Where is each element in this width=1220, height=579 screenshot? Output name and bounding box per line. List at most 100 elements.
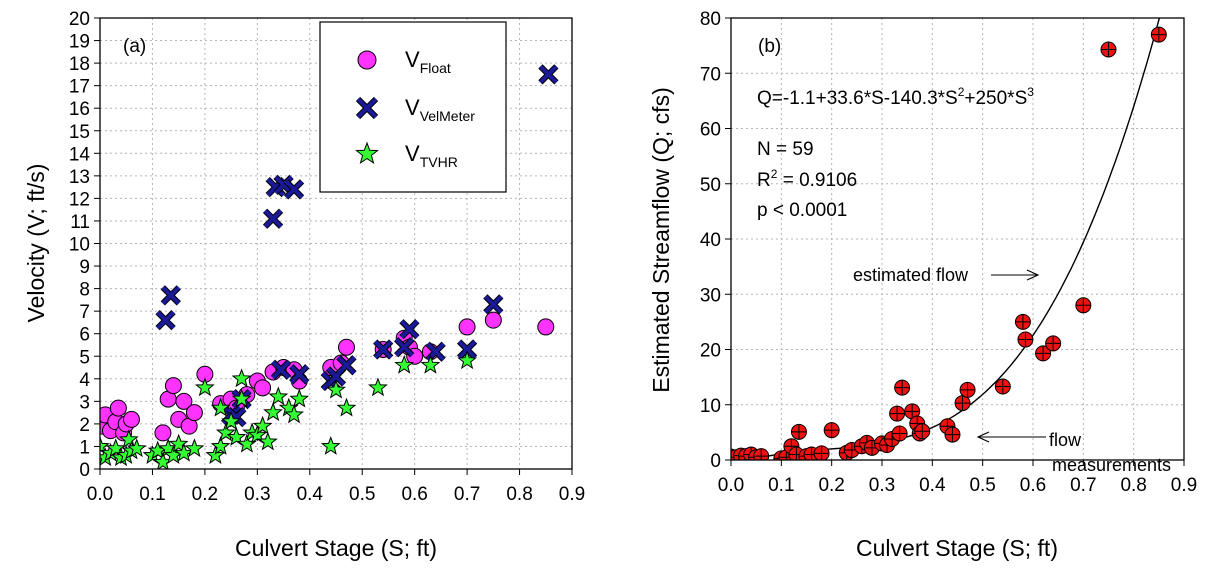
panel-b-n: N = 59 [757, 139, 814, 160]
x-tick-label: 0.8 [1120, 475, 1146, 496]
x-tick-label: 0.7 [1070, 475, 1096, 496]
panel-a-legend: VFloat VVelMeter VTVHR [319, 21, 507, 193]
data-point-x [270, 359, 292, 380]
annotation-flow-line1: flow [1049, 430, 1082, 450]
data-point-x [289, 364, 310, 385]
y-tick-label: 15 [69, 122, 90, 143]
panel-a-ticks: 0.0 0.1 0.2 0.3 0.4 0.5 0.6 0.7 0.8 0.90123456789… [69, 9, 585, 505]
y-tick-label: 3 [79, 392, 90, 413]
data-point-star [226, 426, 247, 446]
annotation-arrow-estimated-flow [991, 269, 1040, 281]
data-point-star [105, 438, 126, 458]
data-point-circle [254, 379, 272, 397]
x-tick-label: 0.3 [244, 484, 270, 505]
data-point-x [160, 285, 181, 306]
panel-b-xlabel: Culvert Stage (S; ft) [856, 535, 1058, 561]
data-point-star [289, 388, 310, 408]
x-tick-label: 0.0 [87, 484, 113, 505]
data-point-circle-cross [813, 445, 830, 460]
panel-b-fit-equation: Q=-1.1+33.6*S-140.3*S2+250*S3 [757, 85, 1034, 109]
y-tick-label: 70 [700, 64, 721, 85]
data-point-x [283, 179, 305, 200]
panel-a-ylabel: Velocity (V; ft/s) [23, 164, 49, 323]
data-point-star [420, 354, 441, 374]
x-tick-label: 0.5 [349, 484, 375, 505]
x-tick-label: 0.0 [718, 475, 744, 496]
data-point-star [205, 445, 226, 464]
data-point-x [538, 64, 559, 85]
data-point-x [456, 339, 478, 360]
x-tick-label: 0.6 [401, 484, 427, 505]
legend-marker-star [355, 141, 379, 165]
x-tick-label: 0.6 [1020, 475, 1046, 496]
y-tick-label: 13 [69, 167, 90, 188]
data-point-star [215, 422, 236, 442]
legend-markers [355, 50, 379, 165]
data-point-x [399, 319, 420, 340]
data-point-circle [109, 399, 127, 417]
y-tick-label: 7 [79, 302, 90, 323]
annotation-estimated-flow: estimated flow [853, 265, 969, 285]
y-tick-label: 60 [700, 120, 721, 141]
x-tick-label: 0.1 [139, 484, 165, 505]
data-point-circle-cross [1100, 41, 1117, 58]
legend-box [319, 21, 507, 193]
y-tick-label: 17 [69, 77, 90, 98]
panel-a-velocity-chart: 0.0 0.1 0.2 0.3 0.4 0.5 0.6 0.7 0.8 0.90123456789… [23, 9, 585, 561]
y-tick-label: 80 [700, 9, 721, 30]
x-tick-label: 0.2 [818, 475, 844, 496]
y-tick-label: 2 [79, 415, 90, 436]
data-point-x [394, 337, 415, 358]
data-point-circle-cross [790, 423, 807, 440]
annotation-arrow-flow-measurements [976, 431, 1046, 443]
data-point-star [284, 404, 304, 424]
data-point-star [263, 402, 283, 422]
fit-curve [747, 18, 1161, 460]
data-point-circle-cross [959, 381, 976, 398]
x-tick-label: 0.4 [297, 484, 324, 505]
data-point-circle [458, 318, 476, 336]
y-tick-label: 20 [700, 341, 721, 362]
panel-b-marks [731, 18, 1167, 460]
y-tick-label: 12 [69, 189, 90, 210]
data-point-circle [164, 377, 182, 395]
panel-b-p-value: p < 0.0001 [757, 200, 847, 221]
data-point-circle [537, 318, 555, 336]
panel-b-label: (b) [758, 36, 781, 57]
data-point-star [221, 411, 242, 431]
data-point-x [483, 294, 504, 315]
x-tick-label: 0.1 [768, 475, 794, 496]
legend-entry-tvhr: VTVHR [405, 141, 458, 170]
data-point-star [194, 377, 215, 397]
y-tick-label: 0 [710, 451, 721, 472]
data-point-circle-cross [823, 422, 840, 439]
data-point-circle-cross [894, 379, 911, 396]
data-point-circle-cross [753, 448, 770, 460]
data-point-star [326, 379, 346, 399]
x-tick-label: 0.9 [1171, 475, 1197, 496]
data-point-circle-cross [1017, 331, 1034, 348]
data-point-x [155, 310, 176, 331]
x-tick-label: 0.8 [506, 484, 532, 505]
panel-a-xlabel: Culvert Stage (S; ft) [235, 535, 437, 561]
x-tick-label: 0.7 [454, 484, 480, 505]
data-point-star [100, 435, 110, 455]
y-tick-label: 1 [79, 437, 90, 458]
panel-b-streamflow-chart: 0.0 0.1 0.2 0.3 0.4 0.5 0.6 0.7 0.8 0.9 0 10 20 30 40 5… [648, 9, 1197, 561]
data-point-star [210, 397, 231, 417]
data-point-circle-cross [1150, 26, 1167, 43]
y-tick-label: 8 [79, 280, 90, 301]
data-point-star [184, 438, 205, 458]
data-point-star [320, 435, 341, 455]
y-tick-label: 14 [69, 144, 91, 165]
data-point-x [336, 355, 357, 376]
data-point-circle [337, 338, 355, 356]
panel-b-r2: R2 = 0.9106 [757, 167, 857, 191]
x-tick-label: 0.4 [919, 475, 946, 496]
data-point-star [247, 424, 268, 444]
y-tick-label: 10 [69, 235, 90, 256]
y-tick-label: 18 [69, 54, 90, 75]
panel-b-grid [731, 18, 1184, 460]
x-tick-label: 0.5 [969, 475, 995, 496]
data-point-circle [154, 424, 172, 442]
